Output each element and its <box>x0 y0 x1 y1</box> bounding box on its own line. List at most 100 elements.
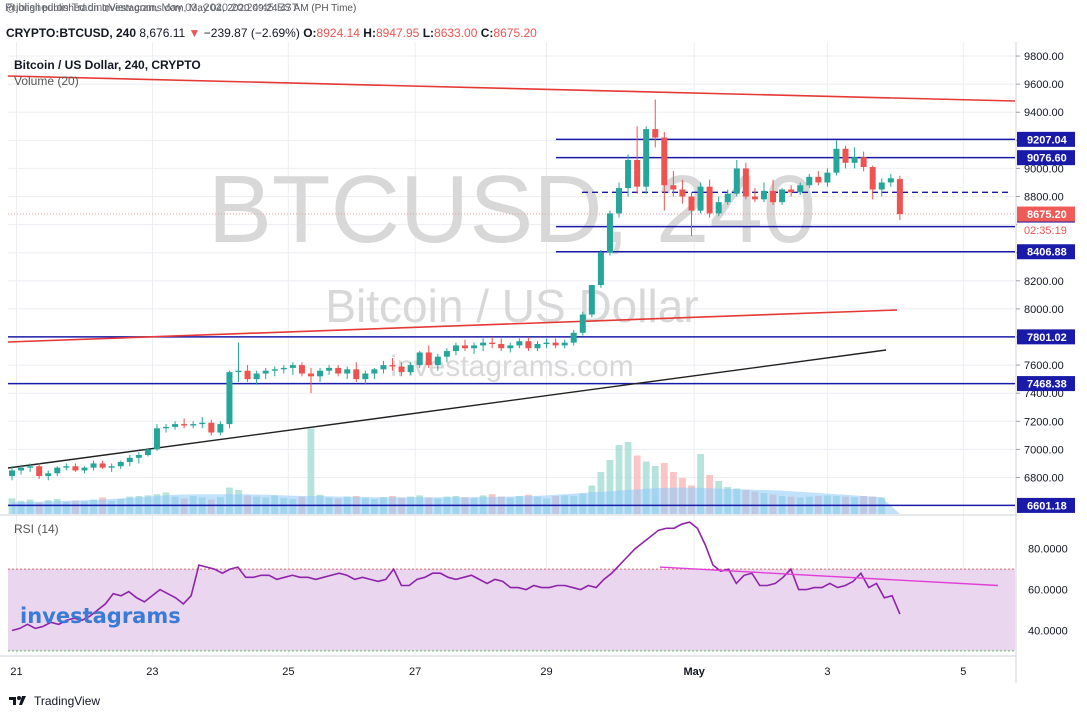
close-label: C: <box>480 26 494 40</box>
candle-body <box>552 342 559 346</box>
candle-body <box>887 178 894 183</box>
published-by-text: @jongii published on Investagrams.com, M… <box>6 3 357 14</box>
low-value: 8633.00 <box>434 26 478 40</box>
last-price: 8,676.11 <box>139 26 186 40</box>
low-label: L: <box>422 26 435 40</box>
level-price-label-bg <box>1017 497 1075 513</box>
time-tick-label: 23 <box>146 666 158 678</box>
candle-body <box>534 344 541 349</box>
open-value: 8924.14 <box>316 26 360 40</box>
candle-body <box>117 462 124 467</box>
resistance-trendline <box>7 75 1016 102</box>
candle-body <box>126 457 133 463</box>
candle-body <box>353 369 360 380</box>
candle-body <box>317 370 324 377</box>
change-arrow: ▼ <box>188 26 201 40</box>
candle-body <box>896 179 903 215</box>
candle-body <box>452 345 459 352</box>
time-tick-label: 25 <box>282 666 294 678</box>
level-price-label-bg <box>1017 244 1075 260</box>
price-tick-label: 7000.00 <box>1024 444 1064 456</box>
candle-body <box>489 342 496 345</box>
candle-body <box>516 341 523 346</box>
candle-body <box>797 185 804 193</box>
high-label: H: <box>363 26 376 40</box>
candle-body <box>226 372 233 425</box>
tradingview-footer[interactable]: TradingView <box>8 694 100 709</box>
price-tick-label: 7200.00 <box>1024 416 1064 428</box>
candle-body <box>842 148 849 163</box>
volume-bar <box>307 428 315 514</box>
candle-body <box>262 370 269 374</box>
candle-body <box>271 369 278 371</box>
volume-ma-area <box>12 487 900 514</box>
candle-body <box>697 186 704 211</box>
candle-body <box>625 160 632 189</box>
candle-body <box>742 168 749 197</box>
price-tick-label: 9600.00 <box>1024 79 1064 91</box>
candle-body <box>45 473 52 477</box>
candle-body <box>389 365 396 367</box>
level-price-label: 6601.18 <box>1027 500 1067 512</box>
candle-body <box>208 422 215 433</box>
candle-body <box>860 157 867 168</box>
last-price-label: 8675.20 <box>1027 209 1067 221</box>
candle-body <box>579 314 586 333</box>
price-tick-label: 8000.00 <box>1024 304 1064 316</box>
candle-body <box>36 466 43 477</box>
time-tick-label: 29 <box>540 666 552 678</box>
time-tick-label: 27 <box>409 666 421 678</box>
volume-bar <box>615 445 623 514</box>
candle-body <box>144 449 151 455</box>
level-price-label-bg <box>1017 150 1075 166</box>
candle-body <box>181 424 188 426</box>
candle-body <box>543 342 550 345</box>
candle-body <box>163 426 170 429</box>
candle-body <box>507 345 514 349</box>
candle-body <box>425 352 432 366</box>
candle-body <box>570 332 577 343</box>
rsi-trendline <box>659 566 999 587</box>
rsi-tick-label: 40.0000 <box>1028 625 1068 637</box>
rsi-line <box>11 521 901 632</box>
level-price-label: 9207.04 <box>1027 134 1068 146</box>
candle-body <box>688 196 695 211</box>
high-value: 8947.95 <box>375 26 420 40</box>
candle-body <box>652 129 659 138</box>
candle-body <box>307 373 314 377</box>
price-tick-label: 7400.00 <box>1024 388 1064 400</box>
candle-body <box>172 424 179 427</box>
level-price-label-bg <box>1017 329 1075 345</box>
candle-body <box>199 422 206 425</box>
candle-body <box>280 367 287 370</box>
close-value: 8675.20 <box>493 26 537 40</box>
level-price-label: 8406.88 <box>1027 247 1067 259</box>
last-price-label-bg <box>1017 206 1075 222</box>
candle-body <box>788 189 795 193</box>
candle-body <box>661 137 668 186</box>
candle-body <box>190 424 197 426</box>
volume-label: Volume (20) <box>14 74 79 88</box>
candle-body <box>298 365 305 374</box>
volume-bar <box>642 461 650 514</box>
candle-body <box>72 466 79 471</box>
candle-body <box>153 428 160 450</box>
candle-body <box>371 369 378 374</box>
candle-body <box>244 370 251 380</box>
candle-body <box>443 351 450 357</box>
symbol-label[interactable]: CRYPTO:BTCUSD, 240 <box>6 26 137 40</box>
tradingview-brand: TradingView <box>34 694 101 708</box>
candle-body <box>335 367 342 374</box>
candle-body <box>54 467 61 474</box>
candle-body <box>706 186 713 214</box>
level-price-label-bg <box>1017 376 1075 392</box>
change-value: −239.87 (−2.69%) <box>203 26 300 40</box>
volume-bar <box>697 454 704 514</box>
candle-body <box>715 202 722 214</box>
support-trendline <box>7 309 898 343</box>
candle-body <box>770 190 777 203</box>
candle-body <box>851 157 858 163</box>
candle-body <box>878 182 885 190</box>
